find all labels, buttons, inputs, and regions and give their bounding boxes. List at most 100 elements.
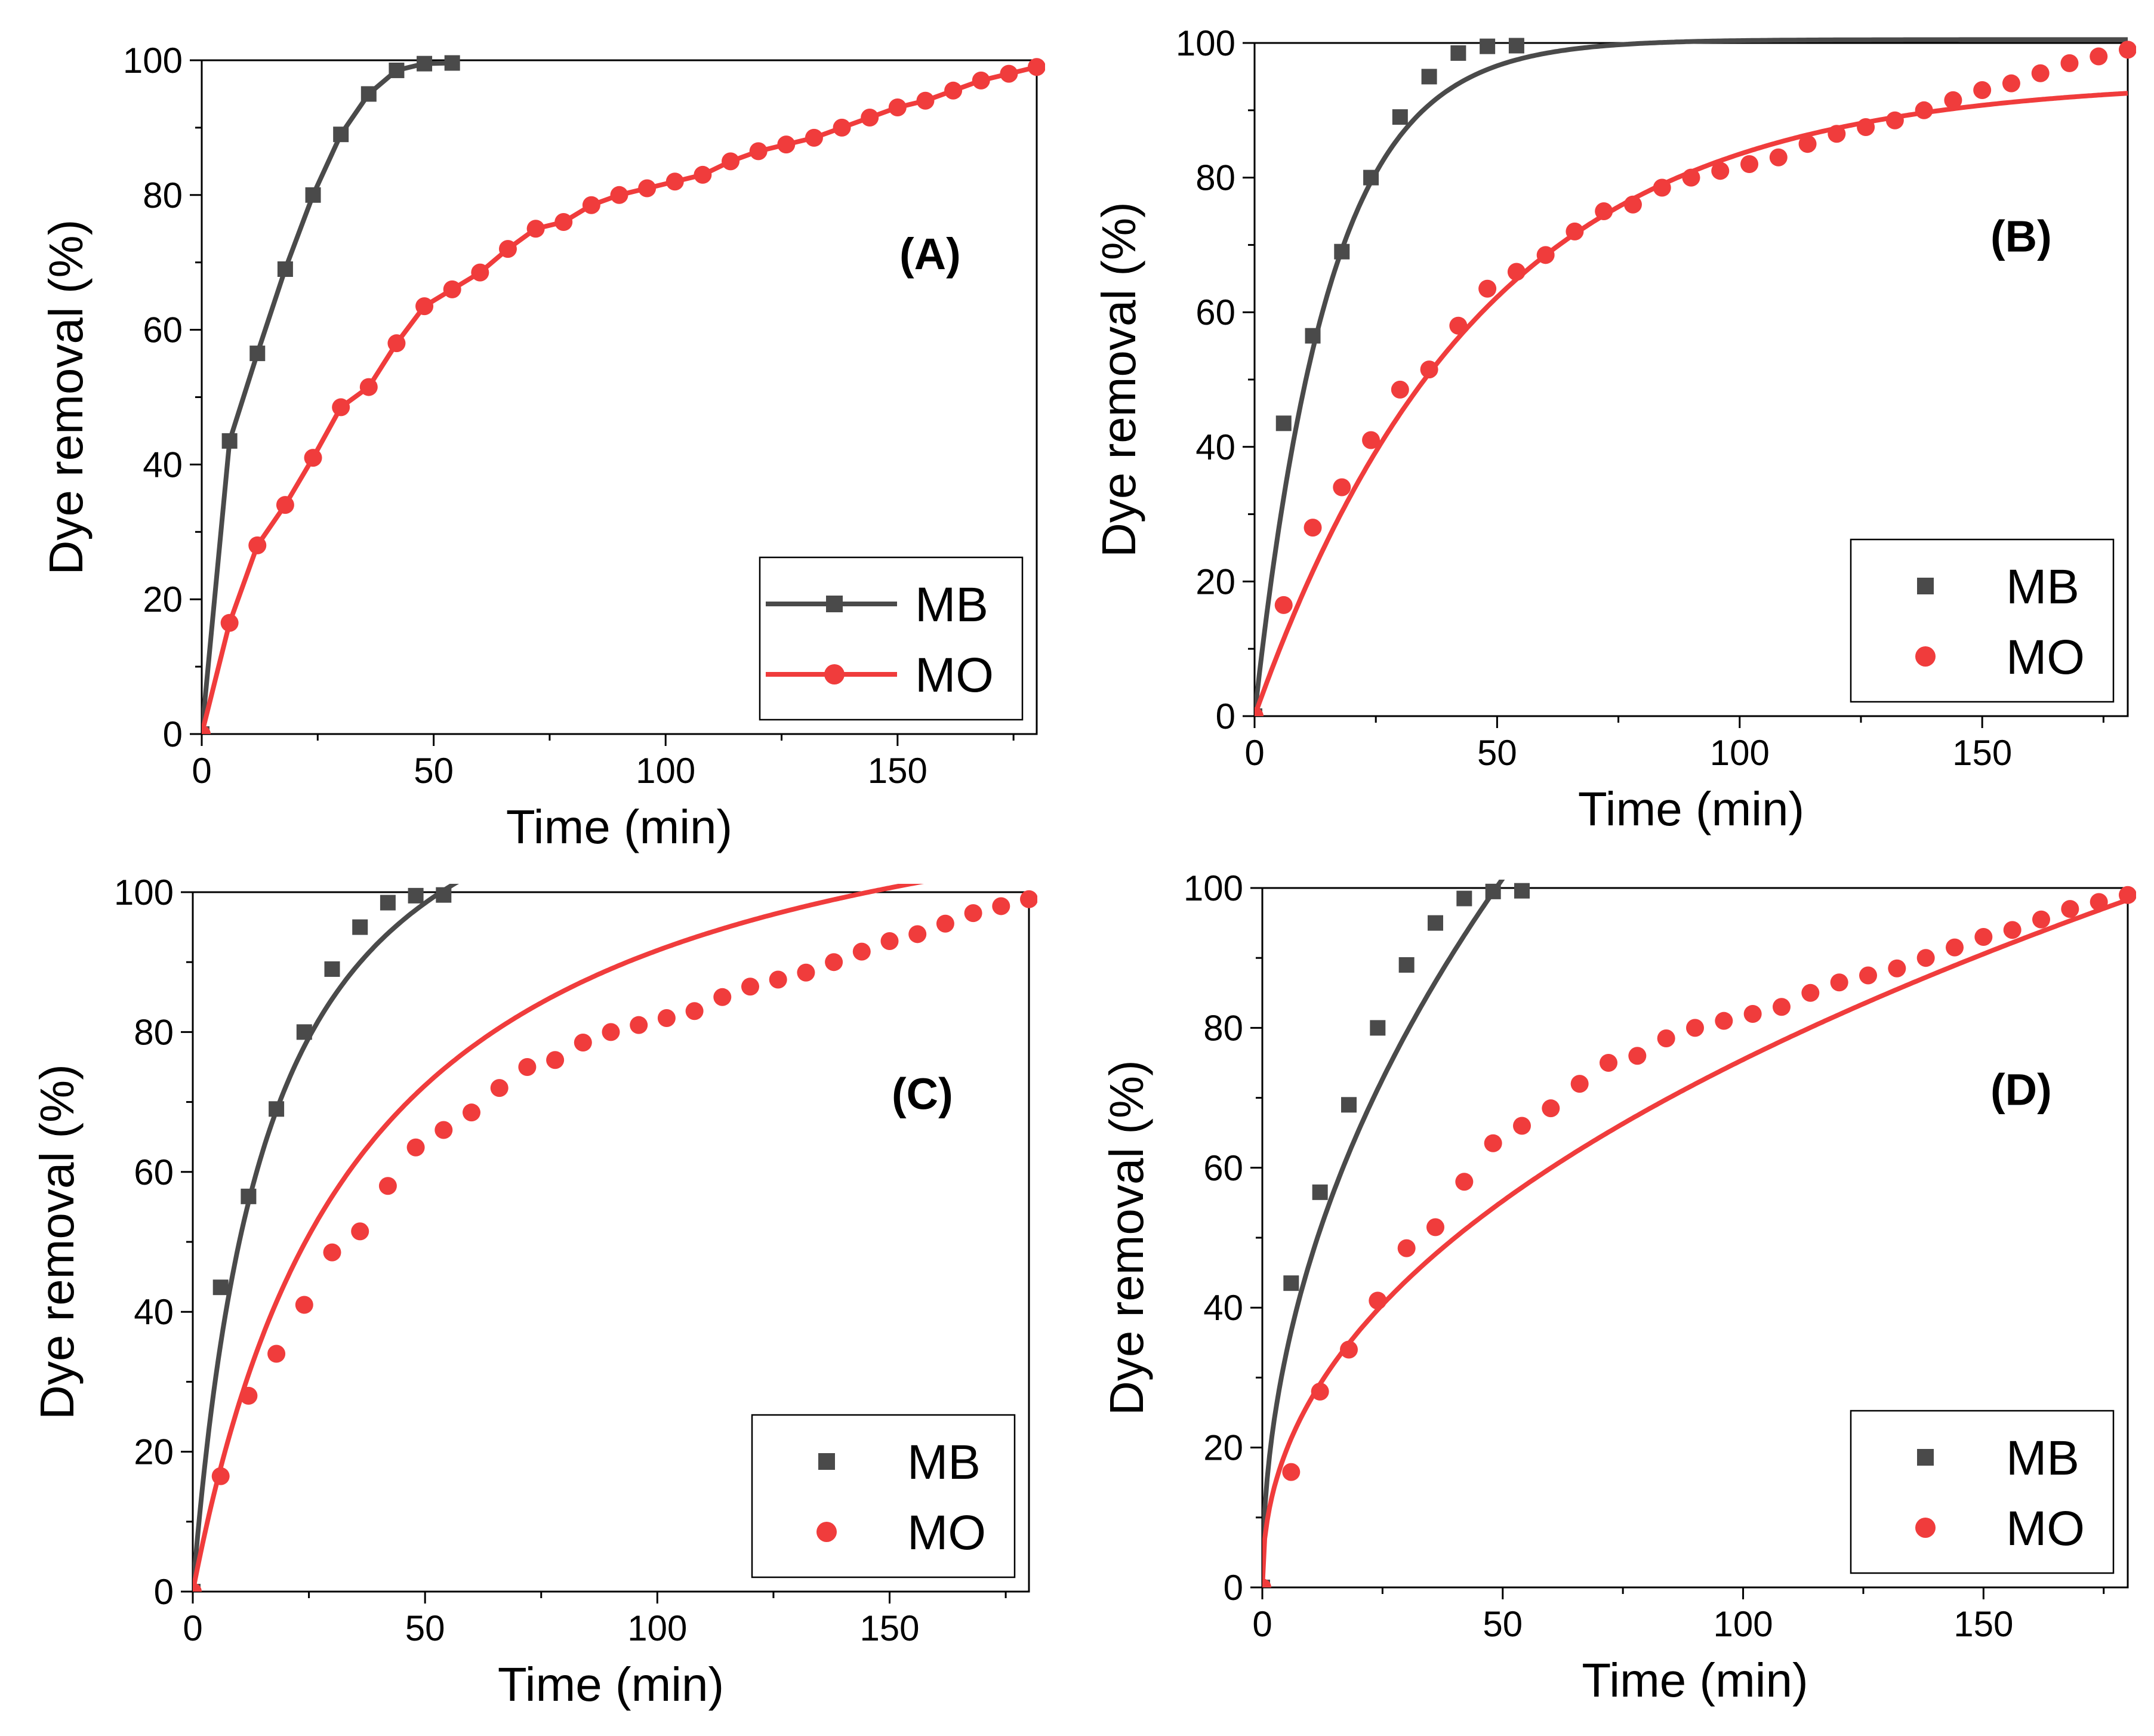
data-point-mo [193, 1583, 202, 1592]
data-point-mo [1682, 168, 1700, 187]
data-point-mb [380, 895, 396, 911]
y-tick-label: 80 [1203, 1008, 1243, 1048]
data-point-mb [324, 961, 340, 977]
plot-data [1255, 37, 2136, 716]
y-tick-label: 0 [1224, 1568, 1243, 1608]
y-tick-label: 0 [154, 1572, 174, 1612]
data-point-mo [1715, 1012, 1733, 1030]
legend-marker-mb [1917, 1449, 1934, 1466]
y-tick-label: 20 [143, 579, 183, 619]
panel-label: (B) [1990, 212, 2052, 261]
data-point-mo [825, 953, 843, 972]
data-point-mo [722, 152, 740, 171]
data-point-mb [1514, 883, 1530, 899]
y-tick-label: 80 [134, 1012, 174, 1052]
y-tick-label: 100 [114, 872, 174, 912]
data-point-mo [2003, 921, 2022, 939]
legend-box [759, 556, 1024, 721]
legend-label-mo: MO [2006, 630, 2085, 684]
legend: MB MO [759, 556, 1024, 721]
data-point-mb [249, 346, 266, 362]
data-point-mo [916, 91, 935, 110]
y-axis-label: Dye removal (%) [30, 1064, 84, 1420]
y-axis-label: Dye removal (%) [1100, 1060, 1153, 1416]
data-point-mo [518, 1058, 537, 1076]
legend-label-mo: MO [907, 1506, 986, 1560]
data-point-mo [1628, 1047, 1647, 1065]
legend-label-mb: MB [2006, 1431, 2079, 1485]
legend-marker-mb [1917, 578, 1934, 594]
x-tick-label: 150 [1952, 733, 2012, 773]
data-point-mo [769, 970, 787, 989]
data-point-mo [797, 963, 815, 982]
data-point-mo [295, 1296, 313, 1314]
data-point-mo [972, 71, 990, 90]
data-point-mb [241, 1188, 257, 1204]
data-point-mo [435, 1121, 453, 1139]
data-point-mo [1600, 1054, 1617, 1072]
data-point-mo [471, 263, 489, 282]
data-point-mo [2119, 41, 2136, 59]
data-point-mo [657, 1009, 676, 1027]
x-axis-label: Time (min) [1578, 782, 1804, 835]
data-point-mo [1944, 91, 1962, 109]
x-tick-label: 50 [414, 751, 454, 791]
data-point-mo [1915, 101, 1933, 119]
data-point-mo [443, 280, 461, 298]
y-tick-label: 100 [1184, 868, 1243, 908]
legend-label-mb: MB [2006, 560, 2079, 614]
x-axis-label: Time (min) [506, 800, 732, 853]
data-point-mb [1341, 1097, 1357, 1113]
y-tick-label: 40 [143, 445, 183, 485]
data-point-mo [1857, 118, 1875, 136]
data-point-mo [964, 904, 982, 923]
data-point-mo [574, 1033, 592, 1052]
data-point-mo [2090, 893, 2108, 911]
data-point-mo [1888, 959, 1906, 978]
data-point-mo [1255, 707, 1264, 716]
data-point-mb [1283, 1275, 1299, 1291]
data-point-mb [212, 1279, 229, 1296]
data-point-mo [2119, 886, 2136, 904]
legend-label-mb: MB [907, 1435, 981, 1490]
data-point-mo [852, 942, 871, 961]
fit-curve-mb [1262, 880, 1505, 1587]
data-point-mo [1536, 246, 1555, 264]
data-point-mb [1398, 957, 1415, 973]
data-point-mo [602, 1023, 620, 1041]
data-point-mo [2031, 64, 2050, 82]
data-point-mb [269, 1101, 285, 1117]
data-point-mo [861, 108, 879, 127]
y-tick-label: 20 [134, 1432, 174, 1472]
data-point-mo [239, 1386, 258, 1405]
data-point-mo [1740, 155, 1759, 174]
data-point-mb [352, 919, 368, 935]
data-point-mo [415, 297, 434, 316]
panel-label: (D) [1990, 1065, 2052, 1114]
x-tick-label: 100 [1710, 733, 1770, 773]
data-point-mo [880, 932, 899, 951]
data-point-mo [323, 1243, 341, 1262]
legend-box [1850, 538, 2115, 703]
data-point-mo [1542, 1099, 1560, 1118]
data-point-mo [1262, 1578, 1271, 1587]
data-point-mo [1973, 81, 1992, 99]
data-point-mo [332, 398, 350, 417]
data-point-mo [1391, 380, 1409, 399]
data-point-mo [202, 725, 211, 734]
legend-marker-mo [1915, 646, 1936, 667]
data-point-mo [1859, 966, 1877, 985]
data-point-mo [378, 1177, 397, 1195]
y-tick-label: 40 [134, 1292, 174, 1332]
data-point-mo [2060, 54, 2079, 72]
data-point-mo [638, 179, 657, 198]
data-point-mb [436, 887, 452, 903]
data-point-mo [1974, 928, 1993, 946]
fit-curve-mo [193, 884, 925, 1592]
data-point-mo [1570, 1075, 1589, 1093]
y-tick-label: 100 [123, 41, 183, 81]
data-point-mo [1362, 431, 1380, 449]
data-point-mo [1333, 478, 1351, 497]
data-point-mb [1428, 915, 1443, 931]
